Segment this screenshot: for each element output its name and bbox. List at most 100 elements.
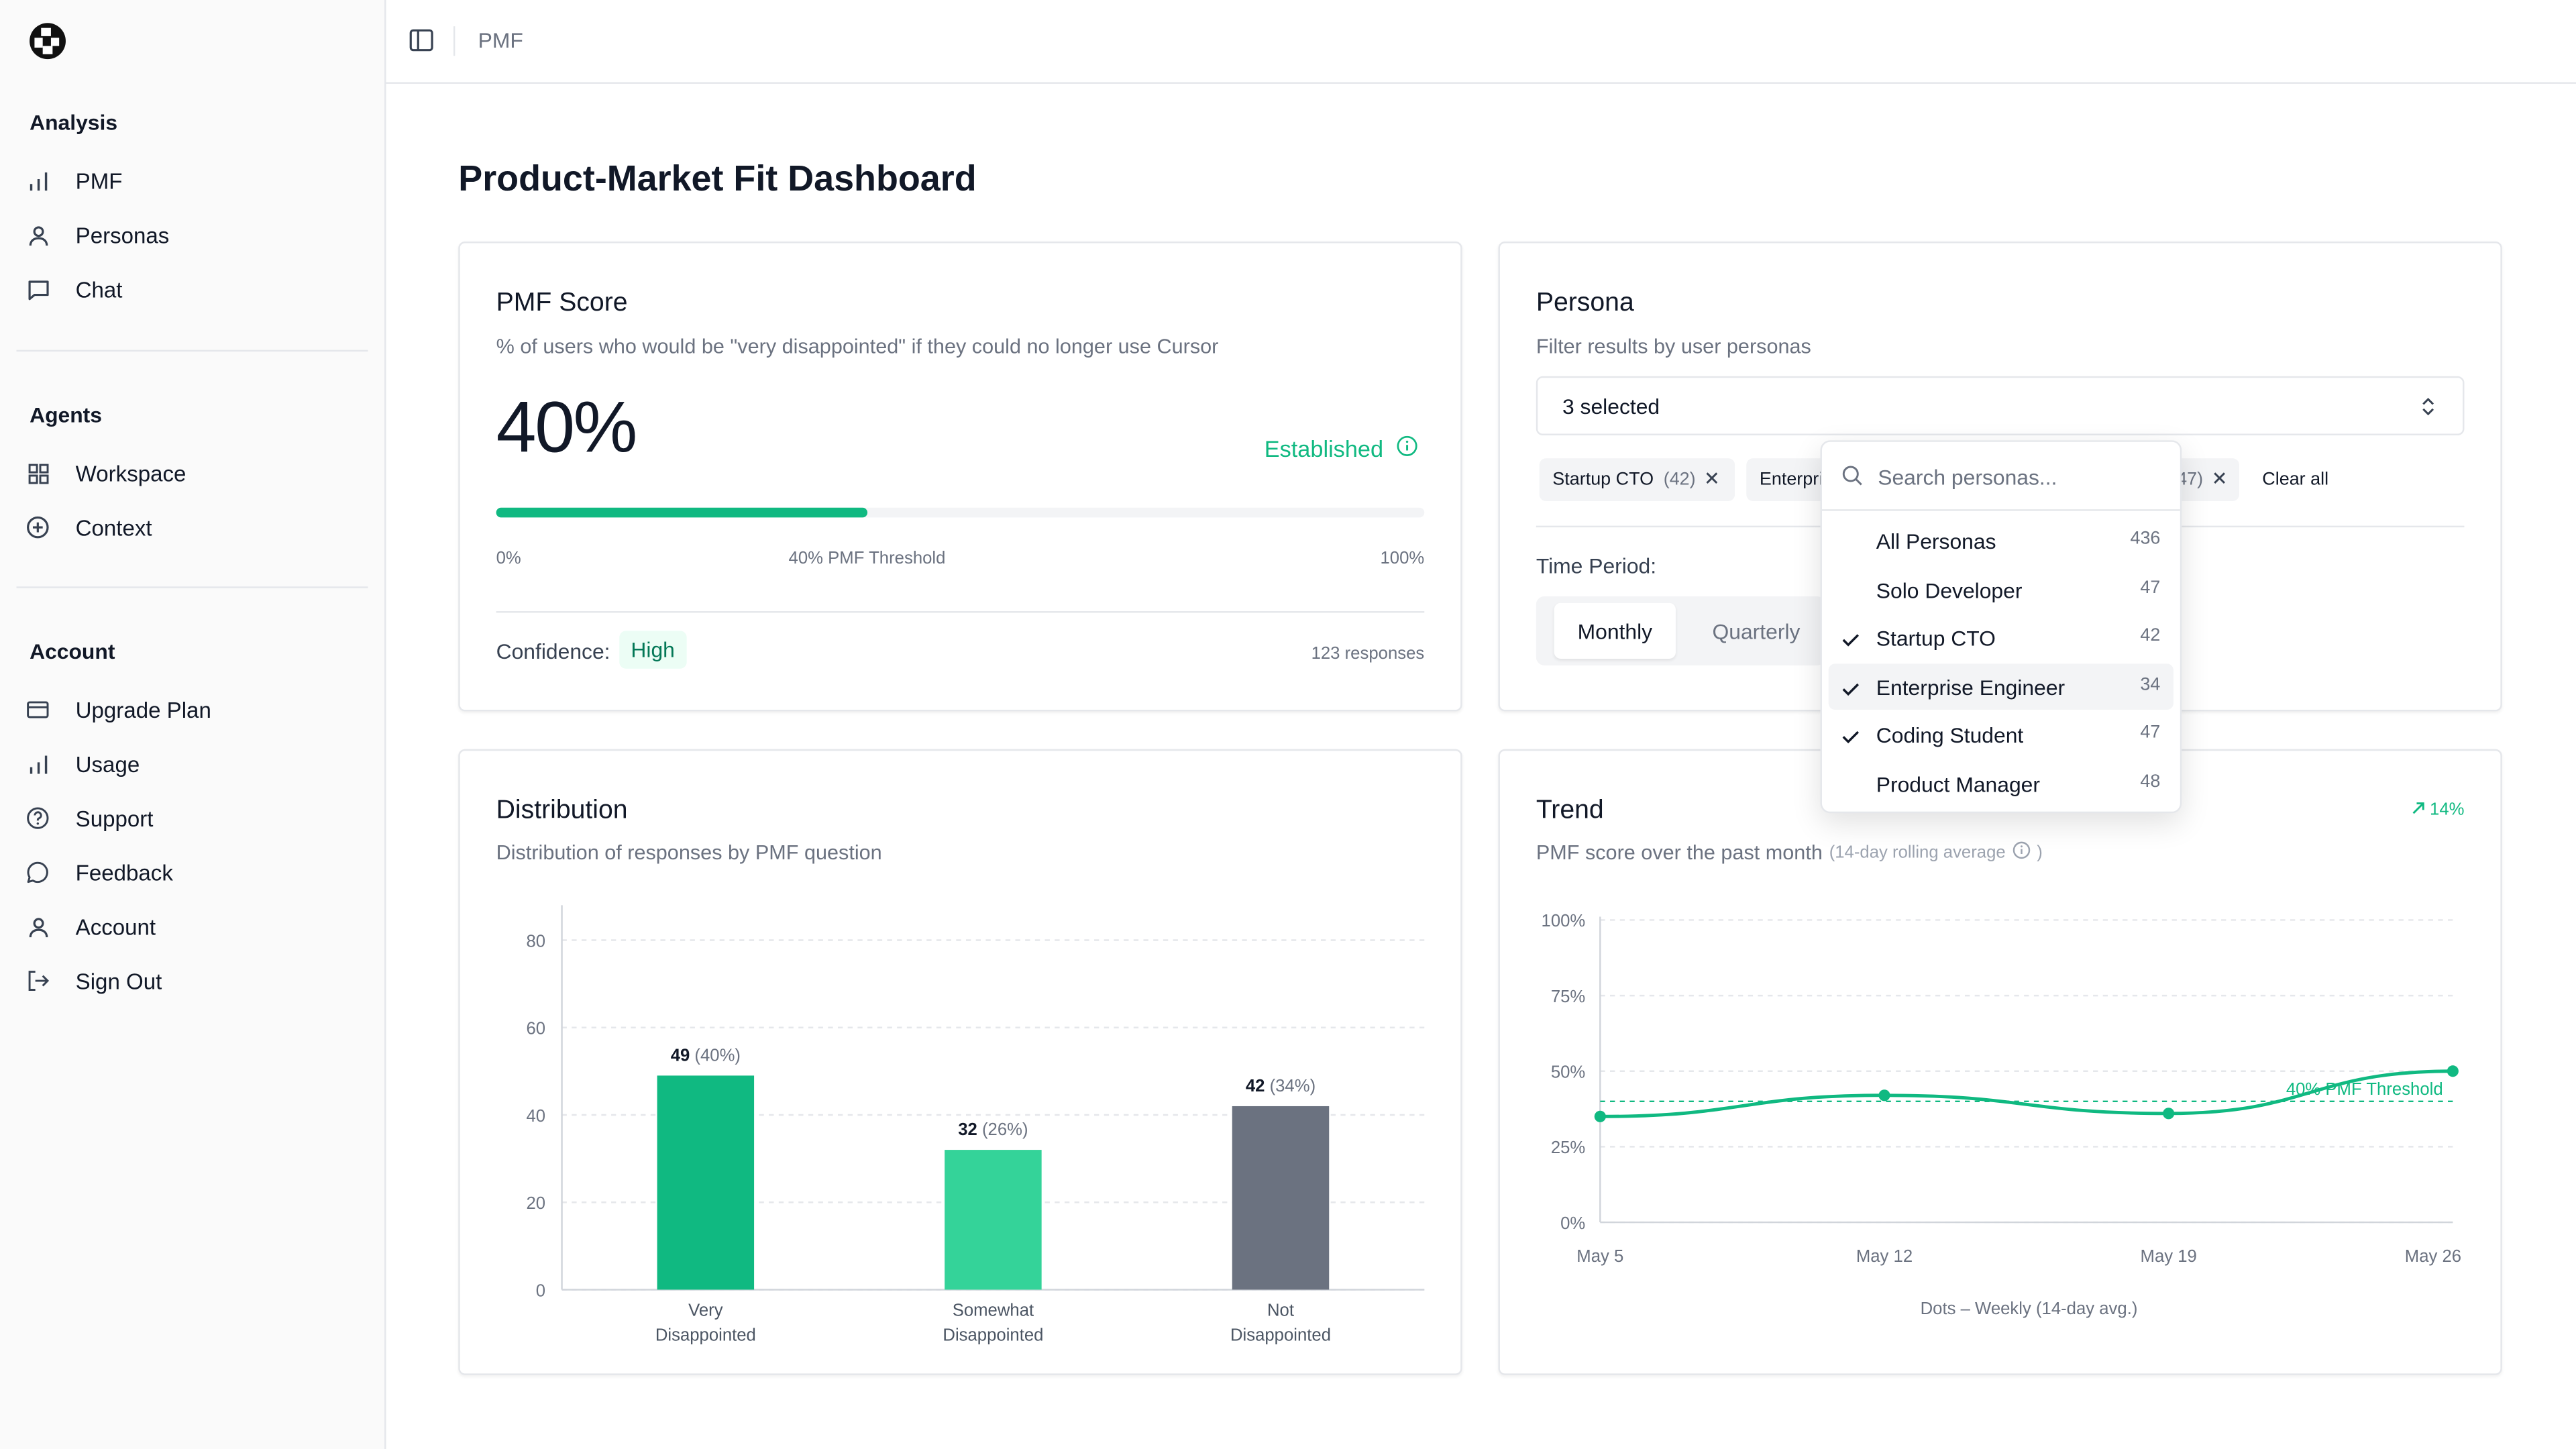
option-label: All Personas — [1876, 529, 1996, 554]
chip-count: (42) — [1663, 470, 1696, 490]
sidebar-item-label: Upgrade Plan — [75, 697, 211, 722]
card-subtitle: Filter results by user personas — [1536, 335, 1811, 358]
card-title: Trend — [1536, 796, 1604, 825]
plus-circle-icon — [26, 516, 49, 539]
sidebar-item-upgrade-plan[interactable]: Upgrade Plan — [19, 687, 368, 733]
bar-value-label: 32 (26%) — [958, 1120, 1028, 1139]
trend-up-icon — [2412, 800, 2425, 820]
message-circle-icon — [26, 861, 49, 883]
y-tick-label: 25% — [1551, 1138, 1585, 1157]
bar-chart-icon — [26, 169, 49, 192]
y-tick-label: 80 — [526, 932, 545, 951]
sidebar-item-label: Context — [75, 515, 152, 540]
sidebar-item-label: Feedback — [75, 860, 173, 885]
trend-line-chart: 0% 25% 50% 75% 100% 40% PMF Threshold May 5 May… — [1542, 912, 2462, 1318]
y-tick-label: 0% — [1560, 1214, 1585, 1233]
sidebar-item-workspace[interactable]: Workspace — [19, 450, 368, 496]
sidebar-divider — [16, 586, 368, 588]
option-label: Coding Student — [1876, 722, 2024, 748]
y-tick-label: 50% — [1551, 1063, 1585, 1082]
app-logo-icon[interactable] — [30, 23, 66, 60]
remove-chip-icon[interactable] — [1705, 470, 1719, 489]
option-count: 48 — [2140, 771, 2161, 792]
bar — [1232, 1106, 1330, 1290]
option-count: 42 — [2140, 626, 2161, 646]
option-label: Product Manager — [1876, 771, 2041, 796]
persona-option[interactable]: All Personas 436 — [1829, 517, 2174, 564]
breadcrumb[interactable]: PMF — [478, 28, 523, 53]
user-icon — [26, 223, 49, 246]
persona-search[interactable]: Search personas... — [1821, 442, 2180, 511]
status-label: Established — [1264, 435, 1384, 462]
responses-count: 123 responses — [1311, 644, 1425, 664]
sidebar-item-support[interactable]: Support — [19, 795, 368, 841]
search-icon — [1841, 465, 1863, 494]
remove-chip-icon[interactable] — [2213, 470, 2226, 489]
pmf-score-card: PMF Score % of users who would be "very … — [458, 241, 1462, 712]
sidebar-divider — [16, 350, 368, 352]
sidebar-item-account[interactable]: Account — [19, 904, 368, 950]
sidebar-item-pmf[interactable]: PMF — [19, 158, 368, 204]
y-tick-label: 40 — [526, 1107, 545, 1126]
persona-option[interactable]: Solo Developer 47 — [1829, 566, 2174, 612]
page-title: Product-Market Fit Dashboard — [458, 158, 977, 199]
x-tick-label: May 26 — [2405, 1247, 2461, 1266]
persona-option[interactable]: Enterprise Engineer 34 — [1828, 663, 2174, 709]
sidebar-item-chat[interactable]: Chat — [19, 266, 368, 313]
help-circle-icon — [26, 806, 49, 829]
progress-max-label: 100% — [1380, 548, 1425, 569]
sidebar-item-sign-out[interactable]: Sign Out — [19, 958, 368, 1004]
trend-subtitle-close: ) — [2037, 843, 2043, 863]
option-count: 436 — [2130, 529, 2161, 549]
y-tick-label: 100% — [1542, 912, 1586, 930]
persona-option[interactable]: Startup CTO 42 — [1829, 614, 2174, 661]
sidebar-item-label: Sign Out — [75, 968, 162, 994]
distribution-bar-chart: 0 20 40 60 80 49 (40%) Very Disappointed 32 (26%… — [526, 905, 1425, 1344]
clear-all-button[interactable]: Clear all — [2262, 470, 2329, 490]
card-subtitle: PMF score over the past month (14-day ro… — [1536, 841, 2043, 864]
search-placeholder: Search personas... — [1878, 465, 2057, 490]
info-icon[interactable] — [1397, 435, 1418, 462]
persona-select[interactable]: 3 selected — [1536, 376, 2465, 435]
trend-badge-value: 14% — [2430, 800, 2465, 820]
confidence-badge: High — [619, 631, 687, 669]
sidebar-item-label: Chat — [75, 276, 123, 302]
chip-label: Startup CTO — [1552, 470, 1654, 490]
persona-chip: (47) — [2170, 458, 2239, 501]
persona-chip: Startup CTO (42) — [1539, 458, 1735, 501]
trend-card: Trend 14% PMF score over the past month … — [1498, 749, 2502, 1375]
x-tick-label: Disappointed — [1230, 1326, 1331, 1344]
x-tick-label: May 19 — [2141, 1247, 2197, 1266]
sidebar-item-personas[interactable]: Personas — [19, 212, 368, 258]
message-square-icon — [26, 278, 49, 301]
period-quarterly-button[interactable]: Quarterly — [1712, 619, 1801, 643]
persona-option[interactable]: Product Manager 48 — [1829, 760, 2174, 806]
option-label: Solo Developer — [1876, 577, 2023, 602]
confidence-label: Confidence: — [496, 639, 610, 664]
sidebar-item-label: Personas — [75, 222, 170, 248]
x-tick-label: May 12 — [1856, 1247, 1913, 1266]
card-title: Persona — [1536, 289, 1634, 317]
option-label: Enterprise Engineer — [1876, 674, 2065, 700]
info-icon[interactable] — [2012, 841, 2031, 864]
trend-line — [1600, 1069, 2453, 1118]
period-monthly-button[interactable]: Monthly — [1554, 602, 1676, 659]
sidebar-item-feedback[interactable]: Feedback — [19, 849, 368, 896]
progress-threshold-label: 40% PMF Threshold — [788, 548, 946, 569]
sidebar-item-label: Usage — [75, 751, 140, 777]
sidebar-toggle-icon[interactable] — [409, 28, 435, 54]
sidebar-item-label: Workspace — [75, 460, 186, 486]
sidebar-item-context[interactable]: Context — [19, 504, 368, 551]
x-tick-label: Disappointed — [943, 1326, 1043, 1344]
y-tick-label: 75% — [1551, 987, 1585, 1006]
persona-option[interactable]: Coding Student 47 — [1829, 711, 2174, 757]
y-tick-label: 0 — [536, 1281, 545, 1300]
persona-dropdown: Search personas... All Personas 436 Solo D… — [1820, 440, 2182, 814]
sidebar-item-usage[interactable]: Usage — [19, 741, 368, 787]
section-heading-analysis: Analysis — [30, 110, 118, 135]
x-tick-label: Very — [688, 1301, 723, 1320]
sidebar-item-label: Account — [75, 914, 156, 939]
card-divider — [496, 611, 1425, 613]
sidebar: Analysis PMF Personas Chat Agents Worksp… — [0, 0, 386, 1449]
